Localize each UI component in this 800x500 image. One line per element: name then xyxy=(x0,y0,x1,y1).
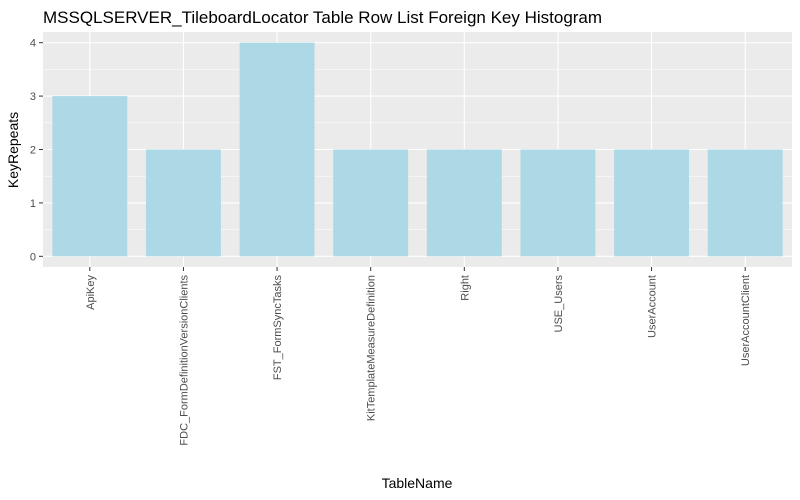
bar-Right xyxy=(426,149,502,257)
x-tick-label: UserAccountClient xyxy=(740,275,752,366)
y-tick-label: 0 xyxy=(30,251,36,263)
x-axis: ApiKey FDC_FormDefinitionVersionClients FS… xyxy=(85,267,752,446)
bar-UserAccountClient xyxy=(707,149,783,257)
x-tick-label: Right xyxy=(459,275,471,301)
y-tick-label: 2 xyxy=(30,145,36,157)
y-tick-label: 3 xyxy=(30,91,36,103)
bar-ApiKey xyxy=(52,96,128,257)
y-tick-label: 1 xyxy=(30,198,36,210)
bar-UserAccount xyxy=(614,149,690,257)
x-tick-label: FST_FormSyncTasks xyxy=(272,275,284,381)
bars xyxy=(52,42,783,257)
y-axis: 0 1 2 3 4 xyxy=(30,38,43,263)
x-tick-label: UserAccount xyxy=(647,275,659,338)
x-axis-title: TableName xyxy=(382,475,453,491)
chart-title: MSSQLSERVER_TileboardLocator Table Row L… xyxy=(43,8,602,27)
bar-FDC_FormDefinitionVersionClients xyxy=(145,149,221,257)
bar-USE_Users xyxy=(520,149,596,257)
x-tick-label: USE_Users xyxy=(553,275,565,333)
x-tick-label: ApiKey xyxy=(85,275,97,310)
bar-KitTemplateMeasureDefinition xyxy=(333,149,409,257)
y-tick-label: 4 xyxy=(30,38,36,50)
x-tick-label: FDC_FormDefinitionVersionClients xyxy=(178,275,190,446)
bar-FST_FormSyncTasks xyxy=(239,42,315,257)
y-axis-title: KeyRepeats xyxy=(5,112,21,188)
x-tick-label: KitTemplateMeasureDefinition xyxy=(366,275,378,421)
